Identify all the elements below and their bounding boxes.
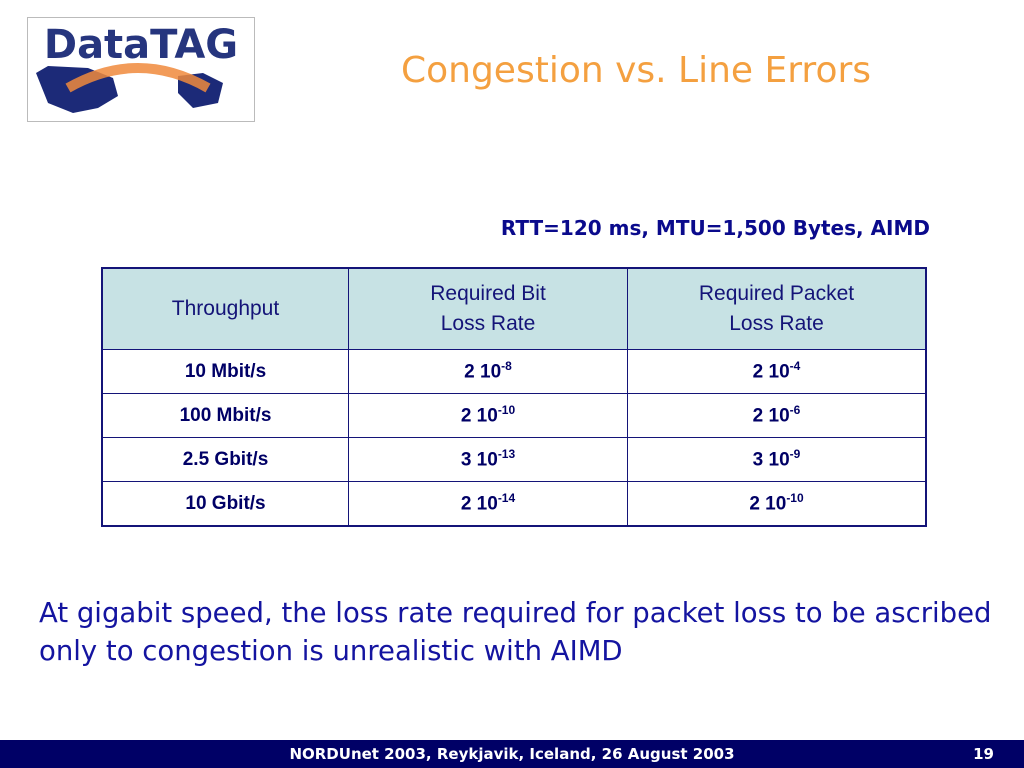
table-cell: 3 10-9 (627, 437, 927, 482)
table-cell: 3 10-13 (348, 437, 628, 482)
cell-text: 100 Mbit/s (179, 404, 272, 426)
table-row: 100 Mbit/s 2 10-10 2 10-6 (101, 393, 927, 438)
table-cell: 2.5 Gbit/s (101, 437, 349, 482)
header-row: Throughput Required Bit Loss Rate Required … (101, 267, 927, 350)
title: Congestion vs. Line Errors (400, 50, 872, 91)
table-row: 2.5 Gbit/s 3 10-13 3 10-9 (101, 437, 927, 482)
cell-base: 2 10 (464, 361, 502, 383)
cell-text: 10 Gbit/s (185, 492, 266, 514)
header-cell: Required Packet Loss Rate (627, 267, 927, 350)
arc (65, 63, 211, 93)
cell-base: 2 10 (752, 405, 790, 427)
table-cell: 2 10-4 (627, 349, 927, 394)
cell-exponent: -14 (497, 491, 516, 506)
table-row: 10 Gbit/s 2 10-14 2 10-10 (101, 481, 927, 527)
header-cell: Required Bit Loss Rate (348, 267, 628, 350)
cell-exponent: -8 (501, 359, 512, 374)
cell-text: 10 Mbit/s (184, 360, 267, 382)
table-cell: 2 10-10 (627, 481, 927, 527)
body-text: At gigabit speed, the loss rate required… (39, 597, 992, 667)
table-row: 10 Mbit/s 2 10-8 2 10-4 (101, 349, 927, 394)
cell-base: 3 10 (752, 449, 790, 471)
table-cell: 10 Gbit/s (101, 481, 349, 527)
footer: NORDUnet 2003, Reykjavik, Iceland, 26 Au… (0, 740, 1024, 768)
cell-base: 2 10 (752, 361, 790, 383)
header-line: Loss Rate (729, 312, 824, 335)
cell-exponent: -13 (497, 447, 516, 462)
cell-exponent: -6 (789, 403, 801, 418)
cell-exponent: -10 (786, 491, 804, 506)
logo: DataTAG (27, 17, 255, 122)
table-cell: 2 10-6 (627, 393, 927, 438)
footer-text: NORDUnet 2003, Reykjavik, Iceland, 26 Au… (289, 745, 735, 763)
cell-base: 2 10 (460, 405, 498, 427)
table-cell: 10 Mbit/s (101, 349, 349, 394)
cell-exponent: -10 (497, 403, 516, 418)
table: Throughput Required Bit Loss Rate Required … (101, 267, 927, 527)
cell-exponent: -9 (789, 447, 801, 462)
subtitle: RTT=120 ms, MTU=1,500 Bytes, AIMD (500, 216, 930, 240)
logo-text: DataTAG (44, 22, 238, 68)
header-line: Throughput (171, 297, 280, 320)
header-line: Required Packet (698, 282, 855, 305)
header-line: Required Bit (430, 282, 546, 305)
header-cell: Throughput (101, 267, 349, 350)
table-cell: 2 10-14 (348, 481, 628, 527)
page-number: 19 (973, 745, 994, 763)
cell-base: 2 10 (460, 493, 498, 515)
table-cell: 100 Mbit/s (101, 393, 349, 438)
cell-base: 2 10 (749, 493, 787, 515)
cell-text: 2.5 Gbit/s (182, 448, 269, 470)
table-cell: 2 10-8 (348, 349, 628, 394)
cell-exponent: -4 (789, 359, 801, 374)
logo-graphic: DataTAG (36, 22, 238, 113)
cell-base: 3 10 (460, 449, 498, 471)
table-cell: 2 10-10 (348, 393, 628, 438)
header-line: Loss Rate (440, 312, 536, 335)
